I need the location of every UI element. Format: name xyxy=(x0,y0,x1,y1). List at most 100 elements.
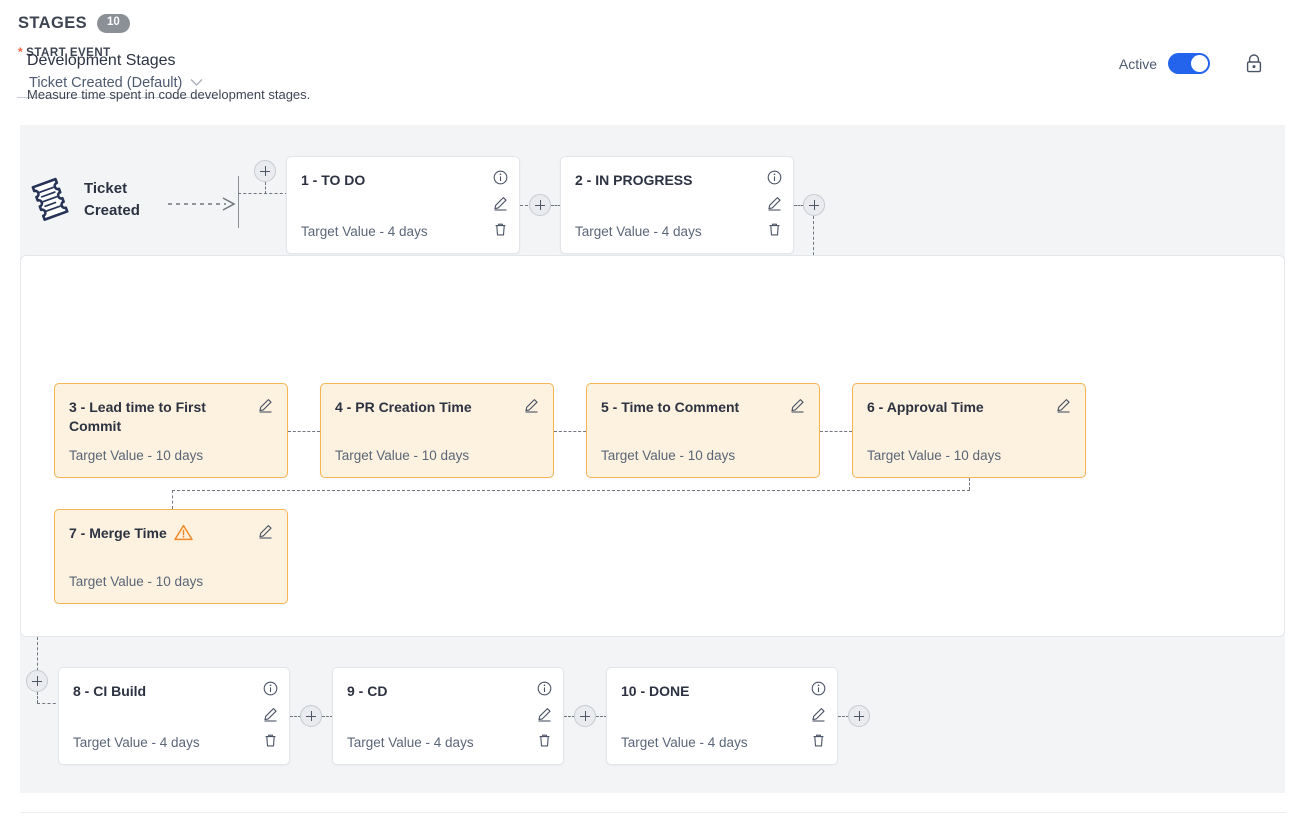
edit-icon[interactable] xyxy=(1056,398,1071,413)
edit-icon[interactable] xyxy=(537,707,552,722)
edit-icon[interactable] xyxy=(263,707,278,722)
lock-icon[interactable] xyxy=(1244,53,1264,74)
info-icon[interactable] xyxy=(263,681,278,696)
warning-triangle-icon[interactable] xyxy=(174,524,193,544)
delete-icon[interactable] xyxy=(537,733,552,748)
start-event-label-text: START EVENT xyxy=(26,47,111,59)
info-icon[interactable] xyxy=(767,170,782,185)
connector-4-to-5 xyxy=(554,431,586,432)
stage-card-title: 7 - Merge Time xyxy=(69,524,247,546)
connector-8-to-9 xyxy=(290,716,301,717)
connector-into-7 xyxy=(172,490,173,509)
stage-card-3[interactable]: 3 - Lead time to First Commit Target Val… xyxy=(54,383,288,478)
stage-card-8[interactable]: 8 - CI Build Target Value - 4 days xyxy=(58,667,290,765)
stage-card-title: 5 - Time to Comment xyxy=(601,399,740,415)
delete-icon[interactable] xyxy=(767,222,782,237)
start-event-select[interactable]: Ticket Created (Default) xyxy=(17,68,217,98)
stage-card-target: Target Value - 10 days xyxy=(335,448,470,463)
stage-card-actions xyxy=(493,170,508,237)
stage-card-target: Target Value - 10 days xyxy=(69,448,204,463)
add-stage-button-between-1-2[interactable] xyxy=(529,194,551,216)
stage-card-9[interactable]: 9 - CD Target Value - 4 days xyxy=(332,667,564,765)
stage-card-actions xyxy=(524,398,539,413)
stage-card-target: Target Value - 10 days xyxy=(867,448,1002,463)
stage-card-target: Target Value - 4 days xyxy=(347,735,474,750)
connector-plus-to-10 xyxy=(596,716,607,717)
dev-panel-subtitle: Measure time spent in code development s… xyxy=(27,87,311,102)
stage-card-6[interactable]: 6 - Approval Time Target Value - 10 days xyxy=(852,383,1086,478)
edit-icon[interactable] xyxy=(524,398,539,413)
stage-card-target: Target Value - 4 days xyxy=(73,735,200,750)
stage-card-target: Target Value - 4 days xyxy=(621,735,748,750)
stage-card-actions xyxy=(537,681,552,748)
connector-plus8-down xyxy=(37,692,38,703)
connector-wrap-to-7 xyxy=(172,490,970,491)
stage-card-target: Target Value - 10 days xyxy=(601,448,736,463)
add-stage-button-before-8[interactable] xyxy=(26,670,48,692)
chevron-down-icon xyxy=(190,77,203,89)
add-stage-button-after-2[interactable] xyxy=(803,194,825,216)
stage-card-4[interactable]: 4 - PR Creation Time Target Value - 10 d… xyxy=(320,383,554,478)
page-title: STAGES xyxy=(18,14,88,32)
stage-card-5[interactable]: 5 - Time to Comment Target Value - 10 da… xyxy=(586,383,820,478)
active-toggle[interactable] xyxy=(1168,53,1210,74)
lane-start-bar xyxy=(238,176,239,228)
stage-card-7[interactable]: 7 - Merge Time Target Value - 10 days xyxy=(54,509,288,604)
stage-card-actions xyxy=(811,681,826,748)
add-stage-button-between-9-10[interactable] xyxy=(574,705,596,727)
edit-icon[interactable] xyxy=(811,707,826,722)
stage-card-title: 9 - CD xyxy=(347,683,388,699)
connector-6-down xyxy=(969,478,970,490)
edit-icon[interactable] xyxy=(258,398,273,413)
delete-icon[interactable] xyxy=(811,733,826,748)
info-icon[interactable] xyxy=(811,681,826,696)
stage-card-title: 6 - Approval Time xyxy=(867,399,984,415)
stage-card-actions xyxy=(258,398,273,413)
stage-card-actions xyxy=(263,681,278,748)
add-stage-button-before-1[interactable] xyxy=(254,160,276,182)
connector-plus8-to-card8 xyxy=(37,703,61,704)
edit-icon[interactable] xyxy=(767,196,782,211)
stage-card-title: 1 - TO DO xyxy=(301,172,366,188)
stage-card-title: 10 - DONE xyxy=(621,683,690,699)
add-stage-button-after-10[interactable] xyxy=(848,705,870,727)
start-event-value: Ticket Created (Default) xyxy=(29,74,183,91)
required-asterisk: * xyxy=(18,45,24,59)
stage-card-actions xyxy=(1056,398,1071,413)
connector-devpanel-down xyxy=(37,637,38,681)
connector-plus-to-2 xyxy=(551,205,561,206)
delete-icon[interactable] xyxy=(263,733,278,748)
connector-plus-to-9 xyxy=(322,716,333,717)
stage-card-2[interactable]: 2 - IN PROGRESS Target Value - 4 days xyxy=(560,156,794,254)
stage-card-title: 2 - IN PROGRESS xyxy=(575,172,693,188)
info-icon[interactable] xyxy=(537,681,552,696)
start-node-label-line2: Created xyxy=(84,201,140,219)
start-connector-arrow xyxy=(168,196,236,212)
edit-icon[interactable] xyxy=(493,196,508,211)
edit-icon[interactable] xyxy=(790,398,805,413)
stage-card-actions xyxy=(258,524,273,539)
stages-header: STAGES 10 xyxy=(18,14,130,33)
info-icon[interactable] xyxy=(493,170,508,185)
stage-card-target: Target Value - 4 days xyxy=(301,224,428,239)
active-toggle-group: Active xyxy=(1119,53,1210,74)
stage-card-title: 4 - PR Creation Time xyxy=(335,399,472,415)
stage-card-1[interactable]: 1 - TO DO Target Value - 4 days xyxy=(286,156,520,254)
stage-card-actions xyxy=(790,398,805,413)
connector-3-to-4 xyxy=(288,431,320,432)
stage-card-title-text: 7 - Merge Time xyxy=(69,525,167,541)
stage-card-10[interactable]: 10 - DONE Target Value - 4 days xyxy=(606,667,838,765)
connector-5-to-6 xyxy=(820,431,852,432)
add-stage-button-between-8-9[interactable] xyxy=(300,705,322,727)
delete-icon[interactable] xyxy=(493,222,508,237)
connector-10-to-plus xyxy=(838,716,849,717)
stage-card-target: Target Value - 4 days xyxy=(575,224,702,239)
stages-count-badge: 10 xyxy=(97,14,130,33)
stage-card-title: 8 - CI Build xyxy=(73,683,147,699)
start-node-label: Ticket Created xyxy=(84,178,174,222)
edit-icon[interactable] xyxy=(258,524,273,539)
connector-2-to-plus xyxy=(794,205,804,206)
ticket-created-icon xyxy=(29,176,73,228)
start-node-label-line1: Ticket xyxy=(84,180,128,197)
